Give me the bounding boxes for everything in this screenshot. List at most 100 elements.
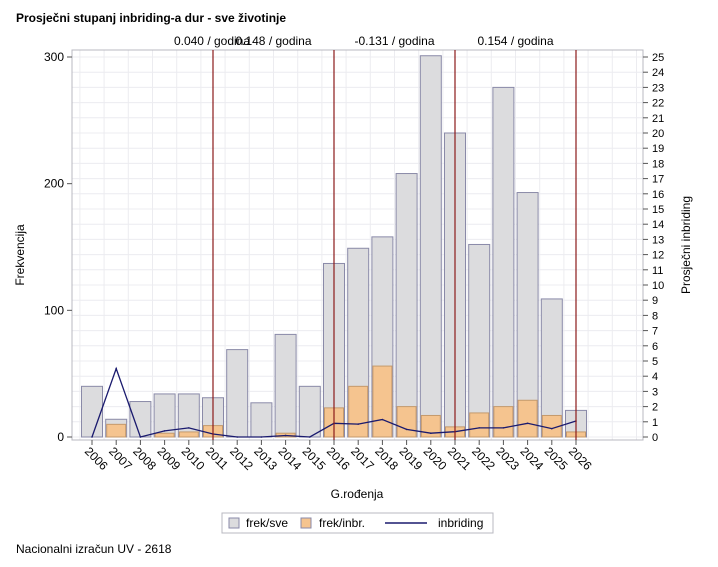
y2-tick-label: 25	[652, 52, 664, 64]
y2-tick-label: 11	[652, 265, 663, 277]
point-inbriding	[381, 418, 384, 421]
bar-frek-inbr	[106, 423, 127, 438]
legend-label-frek-sve: frek/sve	[246, 516, 288, 530]
point-inbriding	[91, 436, 93, 438]
legend-swatch-frek-inbr	[300, 517, 312, 529]
x-tick-label: 2020	[421, 444, 450, 473]
y2-tick-label: 2	[652, 402, 658, 414]
y2-tick-label: 5	[652, 356, 658, 368]
y2-tick-label: 1	[652, 417, 658, 429]
y2-tick-label: 8	[652, 310, 658, 322]
bar-frek-inbr	[372, 365, 393, 438]
bar-frek-inbr	[420, 414, 441, 438]
footnote: Nacionalni izračun UV - 2618	[16, 542, 172, 556]
y2-tick-label: 21	[652, 113, 664, 125]
point-inbriding	[526, 422, 529, 425]
x-tick-label: 2009	[154, 444, 183, 473]
bar-frek-sve	[177, 393, 200, 438]
y2-tick-label: 0	[652, 432, 658, 444]
x-axis-label: G.rođenja	[331, 487, 384, 501]
x-tick-label: 2007	[106, 444, 135, 473]
x-tick-label: 2026	[566, 444, 595, 473]
point-inbriding	[188, 427, 190, 429]
chart-title: Prosječni stupanj inbriding-a dur - sve …	[16, 11, 287, 25]
y2-tick-label: 18	[652, 158, 664, 170]
y2-tick-label: 19	[652, 143, 664, 155]
y2-tick-label: 22	[652, 98, 664, 110]
legend-swatch-frek-sve	[228, 517, 240, 529]
legend-frame	[221, 512, 494, 534]
bar-frek-inbr	[493, 406, 514, 438]
bar-frek-sve	[492, 86, 515, 438]
point-inbriding	[260, 436, 263, 438]
legend: frek/sve frek/inbr. inbriding	[221, 512, 494, 534]
point-inbriding	[357, 423, 360, 425]
bar-frek-sve	[468, 243, 491, 438]
point-inbriding	[115, 367, 117, 370]
x-tick-label: 2011	[203, 444, 231, 472]
bar-frek-inbr	[178, 431, 199, 438]
trend-marker-label: 0.040 / godina	[174, 34, 250, 48]
point-inbriding	[139, 436, 142, 438]
point-inbriding	[502, 427, 505, 429]
x-axis: 2006200720082009201020112012201320142015…	[82, 440, 595, 473]
point-inbriding	[430, 432, 432, 435]
trend-marker-label: -0.131 / godina	[354, 34, 434, 48]
y2-tick-label: 10	[652, 280, 664, 292]
x-tick-label: 2018	[372, 444, 401, 473]
y2-tick-label: 4	[652, 371, 658, 383]
trend-marker-label: 0.148 / godina	[235, 34, 311, 48]
point-inbriding	[405, 428, 408, 431]
y2-tick-label: 17	[652, 174, 664, 186]
y-tick-label: 200	[44, 177, 64, 191]
y2-tick-label: 3	[652, 386, 658, 398]
x-tick-label: 2023	[493, 444, 522, 473]
y2-tick-label: 20	[652, 128, 664, 140]
y2-tick-label: 6	[652, 341, 658, 353]
x-tick-label: 2015	[300, 444, 329, 473]
y2-tick-label: 7	[652, 326, 658, 338]
y2-axis-label: Prosječni inbriding	[679, 196, 693, 294]
y2-tick-label: 23	[652, 82, 664, 94]
bar-frek-sve	[81, 385, 103, 438]
point-inbriding	[163, 430, 166, 432]
y-axis-label: Frekvencija	[13, 224, 27, 286]
x-tick-label: 2008	[130, 444, 159, 473]
bar-frek-inbr	[517, 399, 538, 438]
point-inbriding	[478, 427, 481, 429]
x-tick-label: 2016	[324, 444, 353, 473]
point-inbriding	[309, 436, 311, 438]
bar-frek-sve	[298, 385, 321, 438]
x-tick-label: 2021	[445, 444, 474, 473]
x-tick-label: 2010	[179, 444, 208, 473]
trend-marker-label: 0.154 / godina	[477, 34, 553, 48]
x-tick-label: 2025	[542, 444, 571, 473]
legend-label-inbriding: inbriding	[438, 516, 483, 530]
y-tick-label: 300	[44, 50, 64, 64]
x-tick-label: 2017	[348, 444, 377, 473]
bar-frek-inbr	[348, 385, 369, 438]
x-tick-label: 2019	[396, 444, 425, 473]
y2-tick-label: 16	[652, 189, 664, 201]
bar-frek-sve	[395, 173, 418, 438]
point-inbriding	[284, 434, 287, 437]
bar-frek-sve	[274, 333, 297, 438]
bar-frek-inbr	[396, 406, 417, 438]
x-tick-label: 2014	[275, 444, 304, 473]
point-inbriding	[236, 436, 238, 438]
y2-tick-label: 15	[652, 204, 664, 216]
y2-tick-label: 24	[652, 67, 664, 79]
y2-tick-label: 14	[652, 219, 664, 231]
plot-frame	[71, 49, 644, 441]
bar-frek-inbr	[469, 412, 490, 438]
point-inbriding	[551, 427, 553, 430]
x-tick-label: 2012	[227, 444, 256, 473]
y-tick-label: 100	[44, 303, 64, 317]
y2-tick-label: 9	[652, 295, 658, 307]
bar-frek-sve	[419, 55, 442, 438]
y-axis-right: 0123456789101112131415161718192021222324…	[643, 52, 664, 444]
y-axis-left: 0 100 200 300	[44, 50, 72, 444]
bar-frek-sve	[250, 402, 273, 438]
